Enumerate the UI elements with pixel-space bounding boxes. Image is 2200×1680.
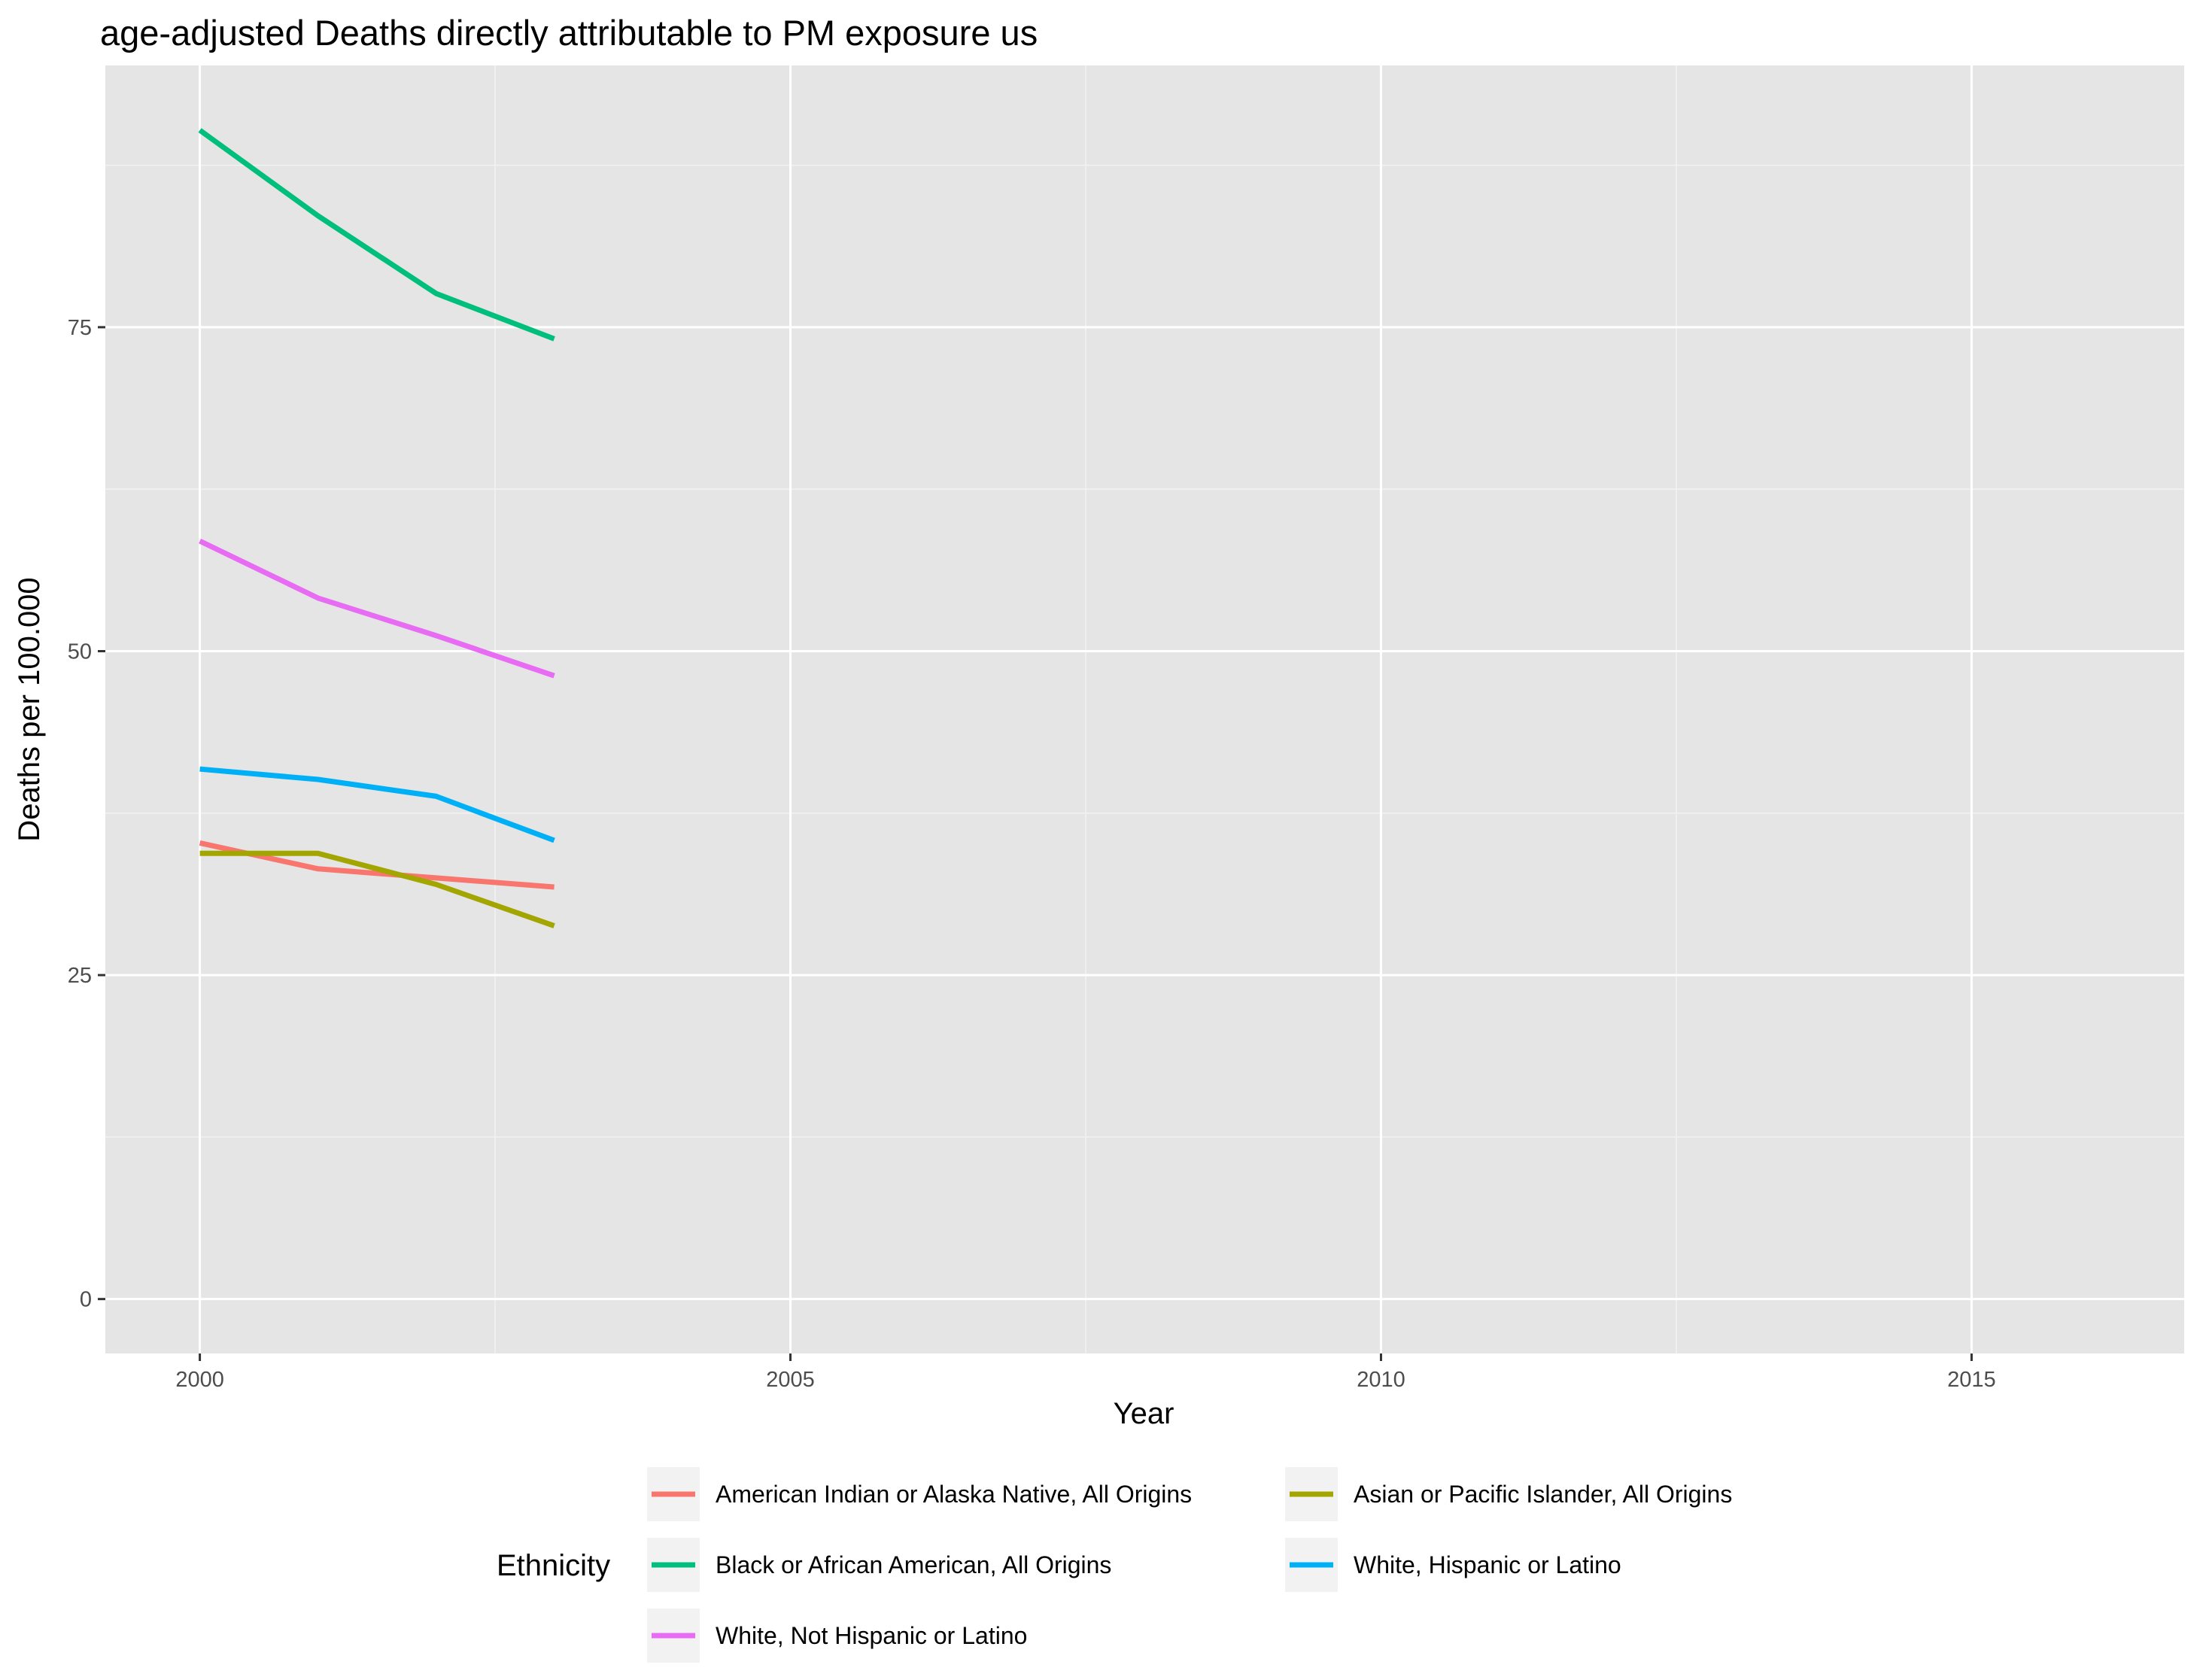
series-line-white-hispanic-or-latino [199,766,555,843]
legend-item-american-indian-or-alaska-native-all-origins: American Indian or Alaska Native, All Or… [647,1467,1192,1521]
series-line-white-not-hispanic-or-latino [199,538,555,679]
y-tick-label: 0 [80,1288,92,1312]
legend-item-asian-or-pacific-islander-all-origins: Asian or Pacific Islander, All Origins [1285,1467,1732,1521]
x-tick-label: 2000 [175,1368,224,1392]
y-tick-label: 25 [68,964,92,988]
legend-item-black-or-african-american-all-origins: Black or African American, All Origins [647,1538,1111,1592]
x-tick-label: 2005 [766,1368,815,1392]
legend-label: Asian or Pacific Islander, All Origins [1354,1481,1732,1508]
y-axis: 0 25 50 75 [68,316,105,1312]
y-tick-label: 75 [68,316,92,340]
x-tick-label: 2015 [1947,1368,1996,1392]
plot-panel [105,65,2184,1353]
series-line-black-or-african-american-all-origins [198,128,555,342]
major-gridlines [105,65,2184,1353]
legend-title: Ethnicity [497,1549,610,1582]
legend: American Indian or Alaska Native, All Or… [647,1467,1732,1663]
legend-label: White, Hispanic or Latino [1354,1551,1621,1578]
y-axis-title: Deaths per 100.000 [13,577,46,841]
legend-item-white-not-hispanic-or-latino: White, Not Hispanic or Latino [647,1609,1027,1663]
legend-item-white-hispanic-or-latino: White, Hispanic or Latino [1285,1538,1621,1592]
x-tick-label: 2010 [1357,1368,1405,1392]
x-axis: 2000 2005 2010 2015 [175,1353,1996,1392]
x-axis-title: Year [1114,1397,1174,1430]
series-lines [198,128,555,928]
legend-label: White, Not Hispanic or Latino [716,1622,1027,1649]
chart-title: age-adjusted Deaths directly attributabl… [100,13,1038,53]
series-line-asian-or-pacific-islander-all-origins [199,850,555,928]
y-tick-label: 50 [68,639,92,664]
legend-label: Black or African American, All Origins [716,1551,1111,1578]
minor-gridlines [105,65,2184,1353]
legend-label: American Indian or Alaska Native, All Or… [716,1481,1192,1508]
